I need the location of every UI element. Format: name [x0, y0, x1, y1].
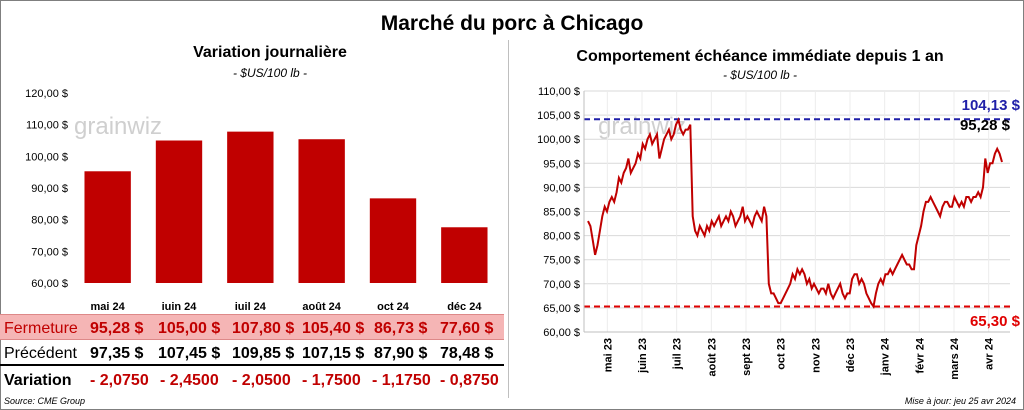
bar: [155, 140, 203, 283]
page-title: Marché du porc à Chicago: [380, 12, 644, 35]
last-value-label: 95,28 $: [959, 117, 1010, 134]
y-tick-label: 80,00 $: [543, 231, 580, 243]
fermeture-cell: 105,40 $: [302, 320, 365, 337]
variation-cell: - 1,1750: [372, 372, 431, 389]
x-tick-label: déc 23: [845, 338, 857, 372]
row-label-precedent: Précédent: [4, 345, 77, 362]
x-tick-label: juin 23: [637, 338, 649, 374]
left-watermark: grainwiz: [74, 113, 162, 140]
low-value-label: 65,30 $: [969, 313, 1020, 330]
variation-cell: - 2,4500: [160, 372, 219, 389]
x-tick-label: nov 23: [810, 338, 822, 373]
y-tick-label: 100,00 $: [25, 151, 68, 163]
right-chart-subtitle: - $US/100 lb -: [722, 68, 798, 82]
table-row-variation: Variation - 2,0750 - 2,4500 - 2,0500 - 1…: [0, 367, 504, 391]
x-tick-label: déc 24: [447, 301, 482, 310]
x-tick-label: août 23: [706, 338, 718, 377]
x-tick-label: mai 23: [602, 338, 614, 372]
x-tick-label: oct 24: [377, 301, 410, 310]
x-tick-label: mai 24: [91, 301, 126, 310]
panel-divider: [508, 40, 509, 398]
y-tick-label: 110,00 $: [26, 120, 68, 132]
precedent-cell: 109,85 $: [232, 345, 295, 362]
y-tick-label: 65,00 $: [543, 303, 580, 315]
x-tick-label: avr 24: [984, 337, 996, 370]
bar: [441, 227, 488, 283]
x-tick-label: sept 23: [741, 338, 753, 376]
variation-cell: - 1,7500: [302, 372, 361, 389]
fermeture-cell: 77,60 $: [440, 320, 494, 337]
y-tick-label: 70,00 $: [543, 279, 580, 291]
precedent-cell: 107,45 $: [158, 345, 221, 362]
source-note: Source: CME Group: [4, 396, 86, 406]
table-divider: [0, 364, 504, 366]
y-tick-label: 90,00 $: [31, 183, 68, 195]
precedent-cell: 87,90 $: [374, 345, 428, 362]
row-label-variation: Variation: [4, 372, 72, 389]
precedent-cell: 107,15 $: [302, 345, 365, 362]
price-line: [587, 117, 1003, 310]
y-tick-label: 60,00 $: [31, 278, 68, 290]
precedent-cell: 78,48 $: [440, 345, 494, 362]
update-note: Mise à jour: jeu 25 avr 2024: [904, 396, 1016, 406]
x-tick-label: janv 24: [880, 337, 892, 376]
fermeture-cell: 107,80 $: [232, 320, 295, 337]
bar: [298, 139, 345, 283]
y-tick-label: 80,00 $: [31, 215, 68, 227]
left-chart-subtitle: - $US/100 lb -: [232, 66, 308, 80]
high-value-label: 104,13 $: [961, 97, 1020, 114]
bar: [227, 131, 274, 283]
table-row-precedent: Précédent 97,35 $ 107,45 $ 109,85 $ 107,…: [0, 340, 504, 364]
y-tick-label: 90,00 $: [543, 182, 580, 194]
table-row-fermeture: Fermeture 95,28 $ 105,00 $ 107,80 $ 105,…: [0, 314, 504, 340]
y-tick-label: 120,00 $: [25, 88, 68, 100]
right-chart-title: Comportement échéance immédiate depuis 1…: [576, 48, 944, 65]
x-tick-label: juin 24: [161, 301, 198, 310]
fermeture-cell: 86,73 $: [374, 320, 428, 337]
right-line-chart: grainwiz 60,00 $65,00 $70,00 $75,00 $80,…: [537, 86, 1010, 380]
y-tick-label: 60,00 $: [543, 327, 580, 339]
precedent-cell: 97,35 $: [90, 345, 144, 362]
x-tick-label: août 24: [302, 301, 341, 310]
y-tick-label: 110,00 $: [538, 86, 580, 98]
y-tick-label: 85,00 $: [543, 207, 580, 219]
y-tick-label: 75,00 $: [543, 255, 580, 267]
bar: [369, 198, 417, 283]
row-label-fermeture: Fermeture: [4, 320, 78, 337]
variation-cell: - 2,0500: [232, 372, 291, 389]
x-tick-label: oct 23: [776, 338, 788, 370]
bar: [84, 171, 131, 283]
fermeture-cell: 95,28 $: [90, 320, 144, 337]
y-tick-label: 95,00 $: [543, 158, 580, 170]
y-tick-label: 105,00 $: [537, 110, 580, 122]
left-chart-title: Variation journalière: [193, 44, 347, 61]
left-bar-chart: grainwiz 60,00 $ 70,00 $ 80,00 $ 90,00 $ 100…: [25, 88, 488, 310]
y-tick-label: 70,00 $: [31, 246, 68, 258]
x-tick-label: juil 23: [672, 338, 684, 370]
y-tick-label: 100,00 $: [537, 134, 580, 146]
x-tick-label: juil 24: [234, 301, 267, 310]
x-tick-label: févr 24: [914, 337, 926, 373]
variation-cell: - 2,0750: [90, 372, 149, 389]
x-tick-label: mars 24: [949, 337, 961, 379]
variation-cell: - 0,8750: [440, 372, 499, 389]
fermeture-cell: 105,00 $: [158, 320, 221, 337]
